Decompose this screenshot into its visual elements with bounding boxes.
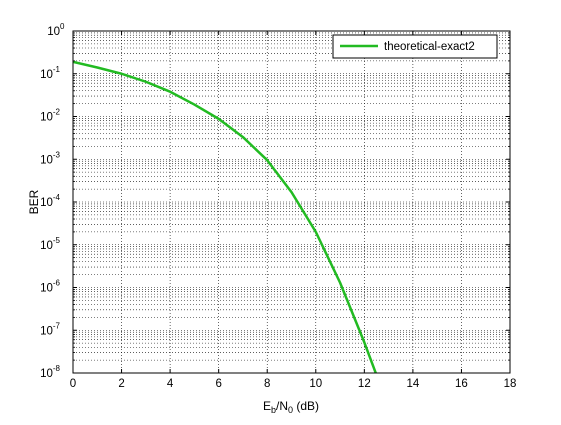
grid <box>73 31 510 373</box>
y-tick-label: 10-1 <box>40 65 60 81</box>
y-tick-label: 10-3 <box>40 150 60 166</box>
legend-label: theoretical-exact2 <box>384 41 475 53</box>
x-axis-label: Eb/N0 (dB) <box>263 399 319 415</box>
y-axis-label: BER <box>27 189 41 214</box>
y-tick-label: 10-2 <box>40 108 60 124</box>
y-tick-label: 10-4 <box>40 193 60 209</box>
x-tick-label: 6 <box>215 378 221 390</box>
x-tick-label: 4 <box>167 378 174 390</box>
x-tick-label: 8 <box>264 378 270 390</box>
x-tick-label: 10 <box>309 378 322 390</box>
y-tick-label: 10-7 <box>40 321 60 337</box>
plot-area <box>73 31 510 373</box>
x-tick-label: 16 <box>455 378 468 390</box>
x-tick-label: 0 <box>70 378 76 390</box>
x-tick-label: 18 <box>504 378 517 390</box>
legend: theoretical-exact2 <box>332 34 498 59</box>
y-tick-label: 10-8 <box>40 364 60 380</box>
series-layer <box>73 60 378 373</box>
series-line <box>73 60 378 373</box>
x-tick-label: 12 <box>358 378 371 390</box>
y-ticks: 100 10-1 10-2 10-3 10-4 10-5 10-6 10-7 10-8 <box>40 22 510 380</box>
y-tick-label: 10-6 <box>40 279 60 295</box>
y-tick-label: 100 <box>47 22 65 38</box>
x-ticks: 0 2 4 6 8 10 12 14 16 18 <box>70 31 517 390</box>
x-tick-label: 2 <box>118 378 124 390</box>
legend-box <box>332 34 498 59</box>
x-tick-label: 14 <box>406 378 419 390</box>
y-tick-label: 10-5 <box>40 236 60 252</box>
